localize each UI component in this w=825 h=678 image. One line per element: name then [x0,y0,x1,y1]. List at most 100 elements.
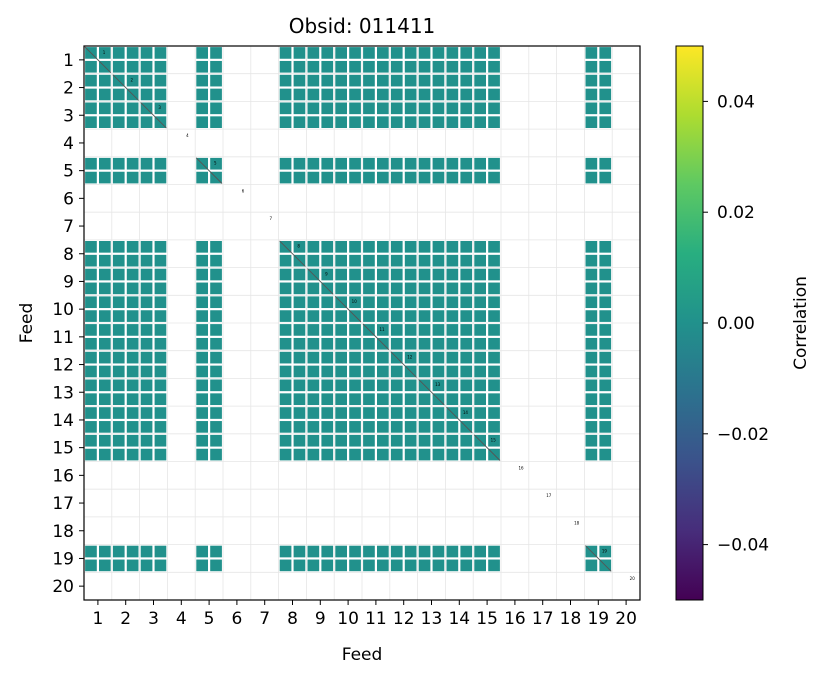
heatmap-subcell [307,74,320,87]
heatmap-subcell [307,88,320,101]
heatmap-subcell [474,379,486,392]
y-tick-label: 10 [52,300,74,320]
heatmap-subcell [418,88,431,101]
heatmap-subcell [446,268,459,281]
heatmap-subcell [418,254,431,267]
heatmap-subcell [293,47,306,59]
y-tick-label: 8 [63,245,74,265]
x-tick-label: 8 [287,609,298,629]
heatmap-subcell [460,434,473,447]
heatmap-subcell [112,60,125,73]
diagonal-label: 7 [270,216,273,221]
heatmap-cell [474,268,500,295]
heatmap-subcell [460,268,473,281]
heatmap-subcell [363,407,375,419]
heatmap-subcell [112,351,125,364]
heatmap-cell [390,157,417,184]
heatmap-subcell [279,337,292,350]
heatmap-subcell [404,296,417,309]
heatmap-subcell [99,434,111,447]
heatmap-cell [112,434,139,461]
heatmap-subcell [363,157,375,170]
heatmap-subcell [154,559,167,572]
heatmap-subcell [140,116,153,128]
heatmap-subcell [585,434,598,447]
heatmap-subcell [474,365,486,378]
heatmap-cell [196,47,222,73]
heatmap-subcell [321,47,334,59]
heatmap-subcell [335,116,347,128]
heatmap-cell [140,296,167,322]
heatmap-subcell [460,254,473,267]
heatmap-subcell [474,393,486,405]
heatmap-subcell [585,102,598,115]
heatmap-subcell [599,421,612,433]
heatmap-subcell [474,241,486,253]
heatmap-subcell [599,337,612,350]
heatmap-subcell [460,324,473,336]
heatmap-subcell [307,241,320,253]
heatmap-subcell [418,421,431,433]
x-tick-label: 16 [504,609,526,629]
heatmap-subcell [488,421,500,433]
heatmap-subcell [210,88,222,101]
heatmap-cell [307,102,334,128]
y-tick-label: 1 [63,51,74,71]
x-tick-label: 7 [259,609,270,629]
heatmap-subcell [321,88,334,101]
heatmap-subcell [460,241,473,253]
heatmap-cell [140,545,167,572]
heatmap-subcell [460,102,473,115]
heatmap-cell [446,545,473,572]
heatmap-subcell [460,351,473,364]
heatmap-subcell [460,310,473,322]
heatmap-subcell [279,421,292,433]
heatmap-subcell [377,268,389,281]
heatmap-subcell [321,60,334,73]
heatmap-subcell [307,324,320,336]
heatmap-subcell [349,434,361,447]
heatmap-subcell [293,310,306,322]
x-tick-label: 5 [204,609,215,629]
heatmap-subcell [307,421,320,433]
heatmap-subcell [390,379,403,392]
heatmap-subcell [99,282,111,295]
heatmap-subcell [279,171,292,184]
heatmap-cell [196,241,222,267]
heatmap-subcell [488,241,500,253]
heatmap-subcell [390,421,403,433]
heatmap-subcell [599,351,612,364]
heatmap-subcell [377,324,389,336]
heatmap-subcell [390,60,403,73]
heatmap-subcell [404,448,417,461]
heatmap-cell [112,351,139,378]
heatmap-subcell [154,324,167,336]
heatmap-cell [85,241,111,267]
heatmap-subcell [210,434,222,447]
heatmap-cell [85,102,111,128]
colorbar-tick-label: −0.04 [717,536,769,556]
heatmap-subcell [279,559,292,572]
heatmap-cell [474,351,500,378]
heatmap-subcell [432,47,445,59]
heatmap-cell [196,102,222,128]
heatmap-subcell [488,296,500,309]
heatmap-subcell [112,282,125,295]
heatmap-subcell [599,434,612,447]
heatmap-subcell [99,296,111,309]
heatmap-subcell [154,102,167,115]
heatmap-subcell [279,545,292,558]
heatmap-cell [140,157,167,184]
heatmap-subcell [390,434,403,447]
heatmap-subcell [196,448,208,461]
y-tick-label: 14 [52,411,74,431]
heatmap-subcell [85,434,97,447]
heatmap-cell [418,351,445,378]
heatmap-subcell [210,47,222,59]
heatmap-subcell [363,448,375,461]
heatmap-subcell [126,254,139,267]
heatmap-subcell [377,351,389,364]
heatmap-subcell [446,74,459,87]
heatmap-subcell [460,337,473,350]
